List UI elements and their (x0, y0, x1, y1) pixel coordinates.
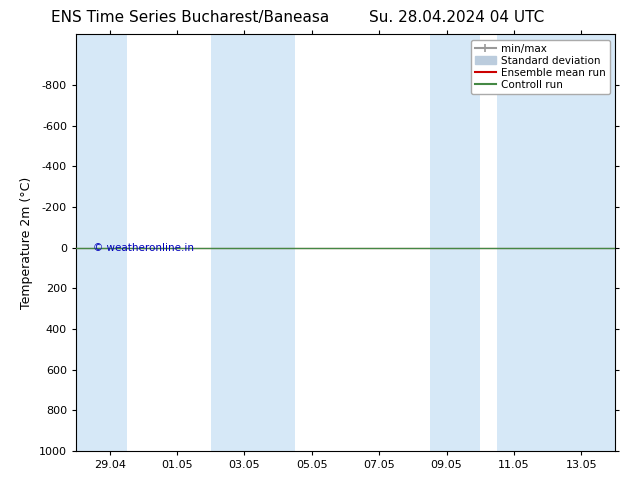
Bar (497, 34, 615, 451)
Text: ENS Time Series Bucharest/Baneasa: ENS Time Series Bucharest/Baneasa (51, 10, 329, 24)
Text: Su. 28.04.2024 04 UTC: Su. 28.04.2024 04 UTC (369, 10, 544, 24)
Bar (76, 34, 127, 451)
Legend: min/max, Standard deviation, Ensemble mean run, Controll run: min/max, Standard deviation, Ensemble me… (470, 40, 610, 94)
Bar (430, 34, 481, 451)
Y-axis label: Temperature 2m (°C): Temperature 2m (°C) (20, 176, 34, 309)
Bar (210, 34, 295, 451)
Text: © weatheronline.in: © weatheronline.in (93, 243, 194, 253)
